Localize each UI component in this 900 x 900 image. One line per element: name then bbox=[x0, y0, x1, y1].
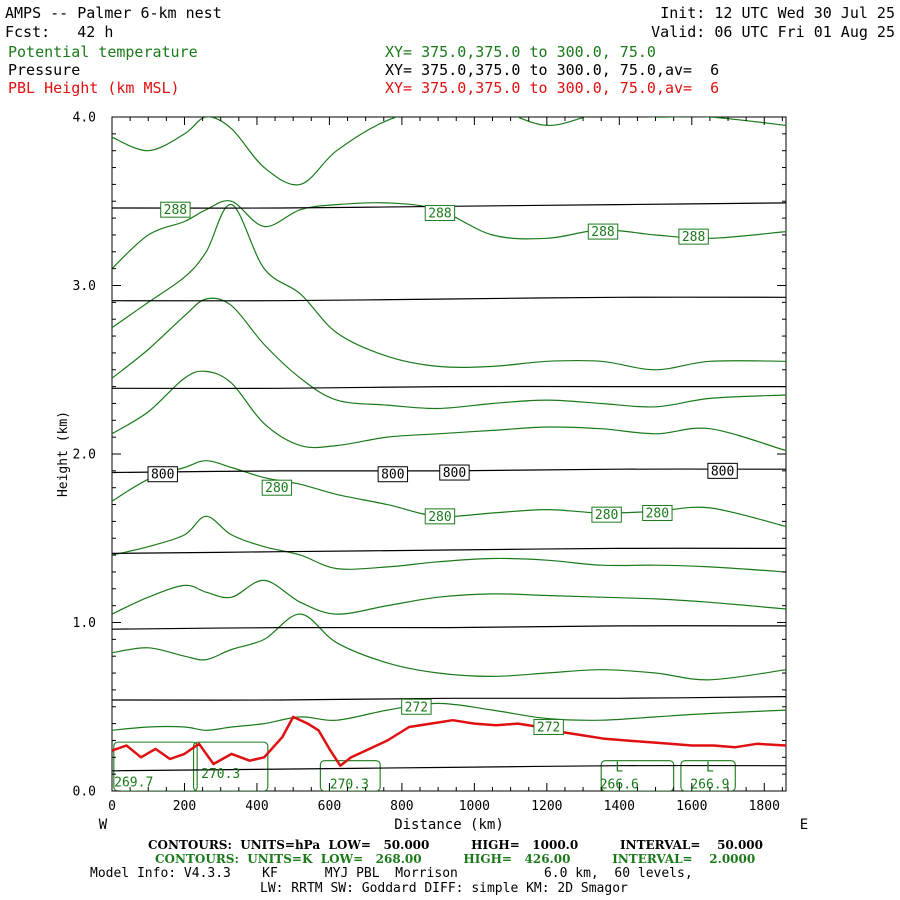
theta-contour-286 bbox=[112, 204, 786, 371]
physics-info: LW: RRTM SW: Goddard DIFF: simple KM: 2D… bbox=[260, 881, 628, 896]
pressure-contour-label: 800 bbox=[147, 466, 178, 483]
x-tick-label: 600 bbox=[318, 799, 341, 814]
pressure-contour bbox=[112, 385, 786, 390]
field-pbl-height: PBL Height (km MSL) bbox=[8, 79, 180, 97]
x-tick-label: 1800 bbox=[749, 799, 780, 814]
y-tick-label: 1.0 bbox=[73, 616, 96, 631]
theta-contour-label: 280 bbox=[424, 508, 456, 525]
svg-text:800: 800 bbox=[151, 468, 174, 483]
x-axis-title: Distance (km) bbox=[394, 817, 504, 833]
svg-text:280: 280 bbox=[646, 506, 669, 521]
west-label: W bbox=[99, 817, 108, 833]
x-tick-label: 1200 bbox=[531, 799, 562, 814]
theta-contour-282 bbox=[112, 370, 786, 452]
theta-extremum-label: 270.3 bbox=[201, 767, 240, 782]
east-label: E bbox=[800, 817, 808, 833]
theta-contour-274 bbox=[112, 613, 786, 681]
theta-extremum-label: 269.7 bbox=[114, 776, 153, 791]
svg-text:272: 272 bbox=[405, 700, 428, 715]
theta-contour-288 bbox=[112, 200, 786, 270]
model-title: AMPS -- Palmer 6-km nest bbox=[5, 4, 222, 22]
theta-contour-label: 288 bbox=[678, 228, 709, 245]
model-info: Model Info: V4.3.3 KF MYJ PBL Morrison 6… bbox=[90, 866, 693, 881]
theta-contour-272 bbox=[112, 702, 786, 731]
svg-text:288: 288 bbox=[591, 225, 614, 240]
theta-contour-label: 288 bbox=[160, 201, 191, 218]
theta-low-region bbox=[319, 760, 381, 791]
theta-contour-label: 280 bbox=[261, 479, 293, 496]
y-axis-title: Height (km) bbox=[56, 411, 71, 497]
svg-text:280: 280 bbox=[428, 510, 451, 525]
svg-text:288: 288 bbox=[164, 203, 187, 218]
svg-text:280: 280 bbox=[595, 508, 618, 523]
field-pressure-xy: XY= 375.0,375.0 to 300.0, 75.0,av= 6 bbox=[385, 61, 720, 79]
y-tick-label: 4.0 bbox=[73, 111, 96, 126]
theta-contour-info: CONTOURS: UNITS=K LOW= 268.00 HIGH= 426.… bbox=[155, 852, 756, 866]
svg-text:288: 288 bbox=[428, 207, 451, 222]
theta-contour-label: 272 bbox=[401, 698, 432, 715]
theta-contour-280 bbox=[112, 460, 786, 528]
valid-time: Valid: 06 UTC Fri 01 Aug 25 bbox=[651, 23, 895, 41]
forecast-hour: Fcst: 42 h bbox=[5, 23, 114, 41]
pressure-contour bbox=[112, 764, 786, 772]
pbl-height-line bbox=[112, 715, 786, 767]
svg-text:288: 288 bbox=[682, 230, 705, 245]
theta-extremum-label: L bbox=[615, 760, 623, 775]
theta-contour-label: 280 bbox=[642, 504, 673, 521]
theta-extremum-label: 266.9 bbox=[690, 777, 729, 792]
theta-contour-label: 272 bbox=[533, 718, 564, 735]
field-pressure: Pressure bbox=[8, 61, 81, 79]
x-tick-label: 1000 bbox=[459, 799, 490, 814]
init-time: Init: 12 UTC Wed 30 Jul 25 bbox=[660, 4, 895, 22]
theta-contour-284 bbox=[112, 297, 786, 410]
field-pbl-height-xy: XY= 375.0,375.0 to 300.0, 75.0,av= 6 bbox=[385, 79, 720, 97]
pressure-contour bbox=[112, 296, 786, 302]
svg-text:800: 800 bbox=[381, 468, 404, 483]
theta-contour-label: 280 bbox=[591, 506, 622, 523]
theta-low-region bbox=[680, 760, 736, 791]
theta-contour-label: 288 bbox=[587, 223, 619, 240]
field-potential-temperature-xy: XY= 375.0,375.0 to 300.0, 75.0 bbox=[385, 43, 656, 61]
y-tick-label: 2.0 bbox=[73, 448, 96, 463]
y-tick-label: 0.0 bbox=[73, 785, 96, 800]
svg-text:800: 800 bbox=[711, 464, 734, 479]
pressure-contour bbox=[112, 625, 786, 630]
field-potential-temperature: Potential temperature bbox=[8, 43, 198, 61]
x-tick-label: 800 bbox=[390, 799, 413, 814]
x-tick-label: 0 bbox=[108, 799, 116, 814]
svg-text:272: 272 bbox=[537, 720, 560, 735]
svg-text:800: 800 bbox=[443, 466, 466, 481]
x-tick-label: 1600 bbox=[676, 799, 707, 814]
svg-text:280: 280 bbox=[265, 481, 288, 496]
pressure-contour-label: 800 bbox=[707, 462, 738, 479]
pressure-contour-label: 800 bbox=[377, 466, 409, 483]
theta-low-region bbox=[113, 741, 198, 791]
x-tick-label: 200 bbox=[173, 799, 196, 814]
theta-contour-290 bbox=[112, 117, 786, 186]
theta-extremum-label: 270.3 bbox=[330, 777, 369, 792]
x-tick-label: 1400 bbox=[604, 799, 635, 814]
theta-contour-276 bbox=[112, 579, 786, 615]
pressure-contour-info: CONTOURS: UNITS=hPa LOW= 50.000 HIGH= 10… bbox=[148, 838, 764, 852]
theta-contour-278 bbox=[112, 515, 786, 573]
theta-contour-label: 288 bbox=[424, 205, 456, 222]
pressure-contour bbox=[112, 547, 786, 554]
x-tick-label: 400 bbox=[245, 799, 268, 814]
pressure-contour-label: 800 bbox=[439, 464, 470, 481]
theta-low-region bbox=[192, 741, 269, 791]
theta-extremum-label: L bbox=[706, 760, 714, 775]
y-tick-label: 3.0 bbox=[73, 279, 96, 294]
pressure-contour bbox=[112, 696, 786, 701]
